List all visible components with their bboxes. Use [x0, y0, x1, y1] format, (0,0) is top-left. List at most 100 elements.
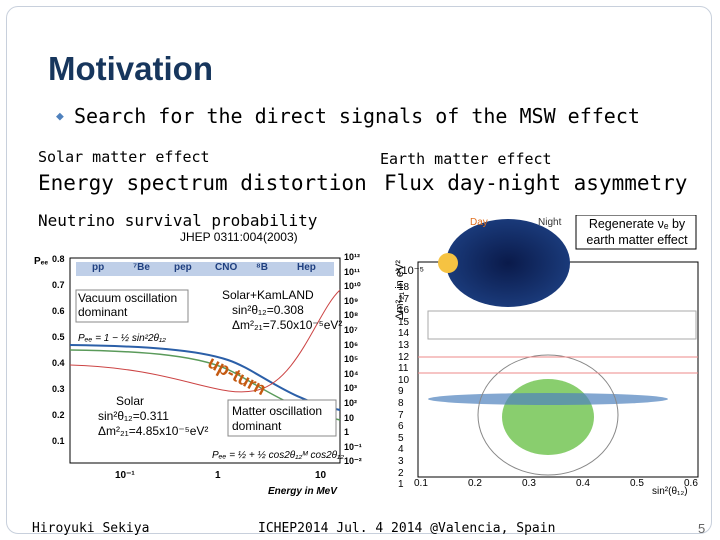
y-tick-label: 13: [398, 340, 410, 351]
y-tick-label: 0.3: [52, 384, 65, 394]
flux-tick-label: 10: [344, 412, 355, 423]
x-tick-label: 0.2: [468, 478, 482, 489]
y-label: Pₑₑ: [34, 256, 49, 267]
author: Hiroyuki Sekiya: [32, 521, 150, 536]
y-tick-label: 0.4: [52, 358, 65, 368]
x-label: Energy in MeV: [268, 486, 337, 497]
y-tick-label: 7: [398, 409, 404, 421]
flux-tick-label: 10⁻¹: [344, 441, 362, 452]
left-heading: Solar matter effect: [38, 148, 210, 166]
legend-entry: ⁷Be: [133, 262, 150, 273]
y-tick-label: 1: [398, 479, 404, 491]
flux-tick-label: 1: [344, 427, 350, 438]
x-tick-label: 10: [315, 470, 327, 481]
flux-tick-label: 10⁵: [344, 354, 359, 365]
y-tick-label: 0.5: [52, 332, 65, 342]
y-tick-label: 2: [398, 467, 404, 479]
y-tick-label: 9: [398, 386, 404, 398]
y-tick-label: 0.8: [52, 254, 65, 264]
x-tick-label: 0.4: [576, 478, 590, 489]
bullet: Search for the direct signals of the MSW…: [74, 104, 640, 128]
flux-tick-label: 10¹²: [344, 252, 361, 262]
left-plot: [69, 257, 341, 464]
box: [75, 289, 189, 323]
title: Motivation: [48, 50, 213, 87]
y-tick-label: 17: [398, 293, 410, 305]
legend-box: [76, 262, 334, 276]
y-tick-label: 10: [398, 374, 410, 386]
flux-tick-label: 10⁹: [344, 295, 359, 306]
day: Day: [470, 217, 488, 228]
y-tick-label: 18: [398, 282, 410, 293]
region: [502, 379, 594, 455]
curve: [69, 344, 341, 411]
sun: [438, 253, 458, 273]
y-tick-label: 0.2: [52, 410, 65, 420]
y-tick-label: 5: [398, 432, 404, 444]
x-tick-label: 10⁻¹: [115, 470, 135, 481]
flux-tick-label: 10³: [344, 383, 358, 394]
annotation: Solar: [116, 394, 145, 408]
flux-tick-label: 10⁸: [344, 310, 359, 321]
callout-box: [575, 215, 697, 250]
y-tick-label: 12: [398, 351, 410, 363]
page-number: 5: [698, 521, 706, 536]
x-label: sin²(θ₁₂): [652, 486, 688, 497]
right-subheading: Flux day-night asymmetry: [384, 171, 688, 195]
legend-entry: ⁸B: [256, 262, 268, 273]
x-tick-label: 1: [215, 470, 221, 481]
y-tick-label: 0.1: [52, 436, 65, 446]
flux-tick-label: 10⁷: [344, 325, 358, 335]
y-tick-label: 3: [398, 456, 404, 467]
y-tick-label: 11: [398, 363, 409, 375]
y-tick-label: 0.7: [52, 280, 65, 290]
y-tick-label: 0.6: [52, 306, 65, 316]
legend-entry: pep: [174, 262, 192, 273]
y-tick-label: 6: [398, 421, 404, 433]
flux-tick-label: 10⁶: [344, 339, 359, 350]
left-subheading: Energy spectrum distortion: [38, 171, 367, 195]
event: ICHEP2014 Jul. 4 2014 @Valencia, Spain: [258, 521, 556, 536]
right-plot: [417, 215, 699, 478]
flux-tick-label: 10⁻²: [344, 456, 362, 467]
flux-tick-label: 10⁴: [344, 368, 359, 379]
flux-tick-label: 10¹¹: [344, 266, 361, 277]
legend-entry: CNO: [215, 262, 238, 273]
inset-legend: [427, 310, 697, 340]
flux-curve: [69, 289, 341, 393]
flux-tick-label: 10²: [344, 398, 358, 408]
callout: Regenerate νₑ by earth matter effect: [586, 217, 688, 247]
bullet-icon: ◆: [56, 109, 64, 124]
y-tick-label: 16: [398, 305, 410, 317]
legend-entry: Hep: [297, 262, 316, 273]
x-tick-label: 0.3: [522, 478, 536, 489]
y-tick-label: 15: [398, 316, 410, 328]
box: [227, 399, 337, 437]
annotation: sin²θ₁₂=0.308: [232, 303, 304, 317]
x-tick-label: 0.6: [684, 478, 698, 489]
frame: [6, 6, 712, 534]
y-tick-label: 4: [398, 444, 404, 456]
annotation: Δm²₂₁=4.85x10⁻⁵eV²: [98, 424, 209, 438]
region: [428, 393, 668, 405]
y-scale: x10⁻⁵: [396, 265, 425, 277]
legend-entry: pp: [92, 262, 105, 273]
x-tick-label: 0.5: [630, 478, 644, 489]
right-heading: Earth matter effect: [380, 150, 552, 168]
y-tick-label: 14: [398, 328, 410, 340]
formula-low: Pₑₑ = 1 − ½ sin²2θ₁₂: [78, 333, 166, 344]
reference: JHEP 0311:004(2003): [180, 230, 298, 244]
flux-tick-label: 10¹⁰: [344, 281, 361, 292]
formula-high: Pₑₑ = ½ + ½ cos2θ₁₂ᴹ cos2θ₁₂: [212, 450, 345, 461]
earth-graphic: [446, 219, 570, 307]
night: Night: [538, 217, 562, 228]
vacuum-label: Vacuum oscillation dominant: [78, 291, 178, 319]
annotation: Solar+KamLAND: [222, 288, 314, 302]
matter-label: Matter oscillation dominant: [232, 404, 323, 433]
contour: [477, 354, 619, 476]
plot-title: Neutrino survival probability: [38, 211, 318, 230]
annotation: sin²θ₁₂=0.311: [98, 409, 169, 423]
annotation: Δm²₂₁=7.50x10⁻⁵eV²: [232, 318, 343, 332]
y-tick-label: 8: [398, 398, 404, 409]
